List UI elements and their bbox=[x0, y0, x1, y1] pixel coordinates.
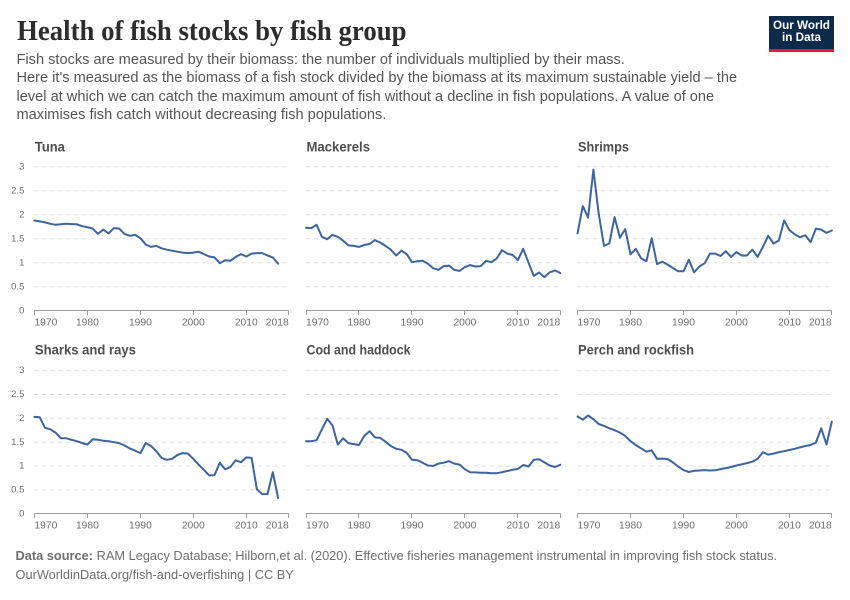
svg-text:3: 3 bbox=[19, 365, 24, 376]
svg-text:2000: 2000 bbox=[725, 318, 748, 329]
svg-text:2018: 2018 bbox=[537, 521, 560, 532]
svg-text:1990: 1990 bbox=[672, 318, 695, 329]
svg-text:3: 3 bbox=[19, 161, 24, 172]
svg-text:0.5: 0.5 bbox=[11, 281, 24, 292]
svg-text:1990: 1990 bbox=[401, 318, 424, 329]
svg-text:1: 1 bbox=[19, 461, 24, 472]
svg-text:0.5: 0.5 bbox=[11, 485, 24, 496]
svg-text:1: 1 bbox=[19, 257, 24, 268]
svg-text:1990: 1990 bbox=[129, 521, 152, 532]
svg-text:1970: 1970 bbox=[578, 521, 601, 532]
svg-text:1980: 1980 bbox=[619, 318, 642, 329]
svg-text:1990: 1990 bbox=[672, 521, 695, 532]
svg-text:1980: 1980 bbox=[76, 318, 99, 329]
svg-text:1980: 1980 bbox=[76, 521, 99, 532]
svg-text:1.5: 1.5 bbox=[11, 233, 24, 244]
svg-text:1990: 1990 bbox=[129, 318, 152, 329]
svg-text:2.5: 2.5 bbox=[11, 389, 24, 400]
svg-text:Sharks and rays: Sharks and rays bbox=[35, 342, 136, 358]
svg-text:2: 2 bbox=[19, 413, 24, 424]
svg-text:Shrimps: Shrimps bbox=[578, 139, 629, 155]
svg-text:1980: 1980 bbox=[348, 318, 371, 329]
svg-text:Tuna: Tuna bbox=[35, 139, 65, 155]
svg-text:2010: 2010 bbox=[506, 521, 529, 532]
svg-text:2: 2 bbox=[19, 209, 24, 220]
svg-text:2010: 2010 bbox=[235, 318, 258, 329]
svg-text:2000: 2000 bbox=[182, 521, 205, 532]
svg-text:0: 0 bbox=[19, 305, 24, 316]
svg-text:2010: 2010 bbox=[778, 521, 801, 532]
svg-text:1990: 1990 bbox=[401, 521, 424, 532]
svg-text:2018: 2018 bbox=[537, 318, 560, 329]
svg-text:2000: 2000 bbox=[453, 318, 476, 329]
svg-text:Mackerels: Mackerels bbox=[307, 139, 371, 155]
svg-text:2000: 2000 bbox=[725, 521, 748, 532]
svg-text:1980: 1980 bbox=[348, 521, 371, 532]
svg-text:0: 0 bbox=[19, 508, 24, 519]
svg-text:1.5: 1.5 bbox=[11, 437, 24, 448]
svg-text:Cod and haddock: Cod and haddock bbox=[307, 342, 411, 358]
svg-text:1970: 1970 bbox=[34, 318, 57, 329]
svg-text:Perch and rockfish: Perch and rockfish bbox=[578, 342, 694, 358]
svg-text:1970: 1970 bbox=[578, 318, 601, 329]
svg-text:2.5: 2.5 bbox=[11, 185, 24, 196]
svg-text:2018: 2018 bbox=[809, 318, 832, 329]
svg-text:2000: 2000 bbox=[453, 521, 476, 532]
svg-text:2018: 2018 bbox=[266, 521, 289, 532]
svg-text:2010: 2010 bbox=[506, 318, 529, 329]
svg-text:1970: 1970 bbox=[34, 521, 57, 532]
svg-text:2010: 2010 bbox=[778, 318, 801, 329]
svg-text:1980: 1980 bbox=[619, 521, 642, 532]
svg-text:2018: 2018 bbox=[266, 318, 289, 329]
svg-text:2018: 2018 bbox=[809, 521, 832, 532]
svg-text:1970: 1970 bbox=[306, 318, 329, 329]
svg-text:2010: 2010 bbox=[235, 521, 258, 532]
svg-text:2000: 2000 bbox=[182, 318, 205, 329]
svg-text:1970: 1970 bbox=[306, 521, 329, 532]
